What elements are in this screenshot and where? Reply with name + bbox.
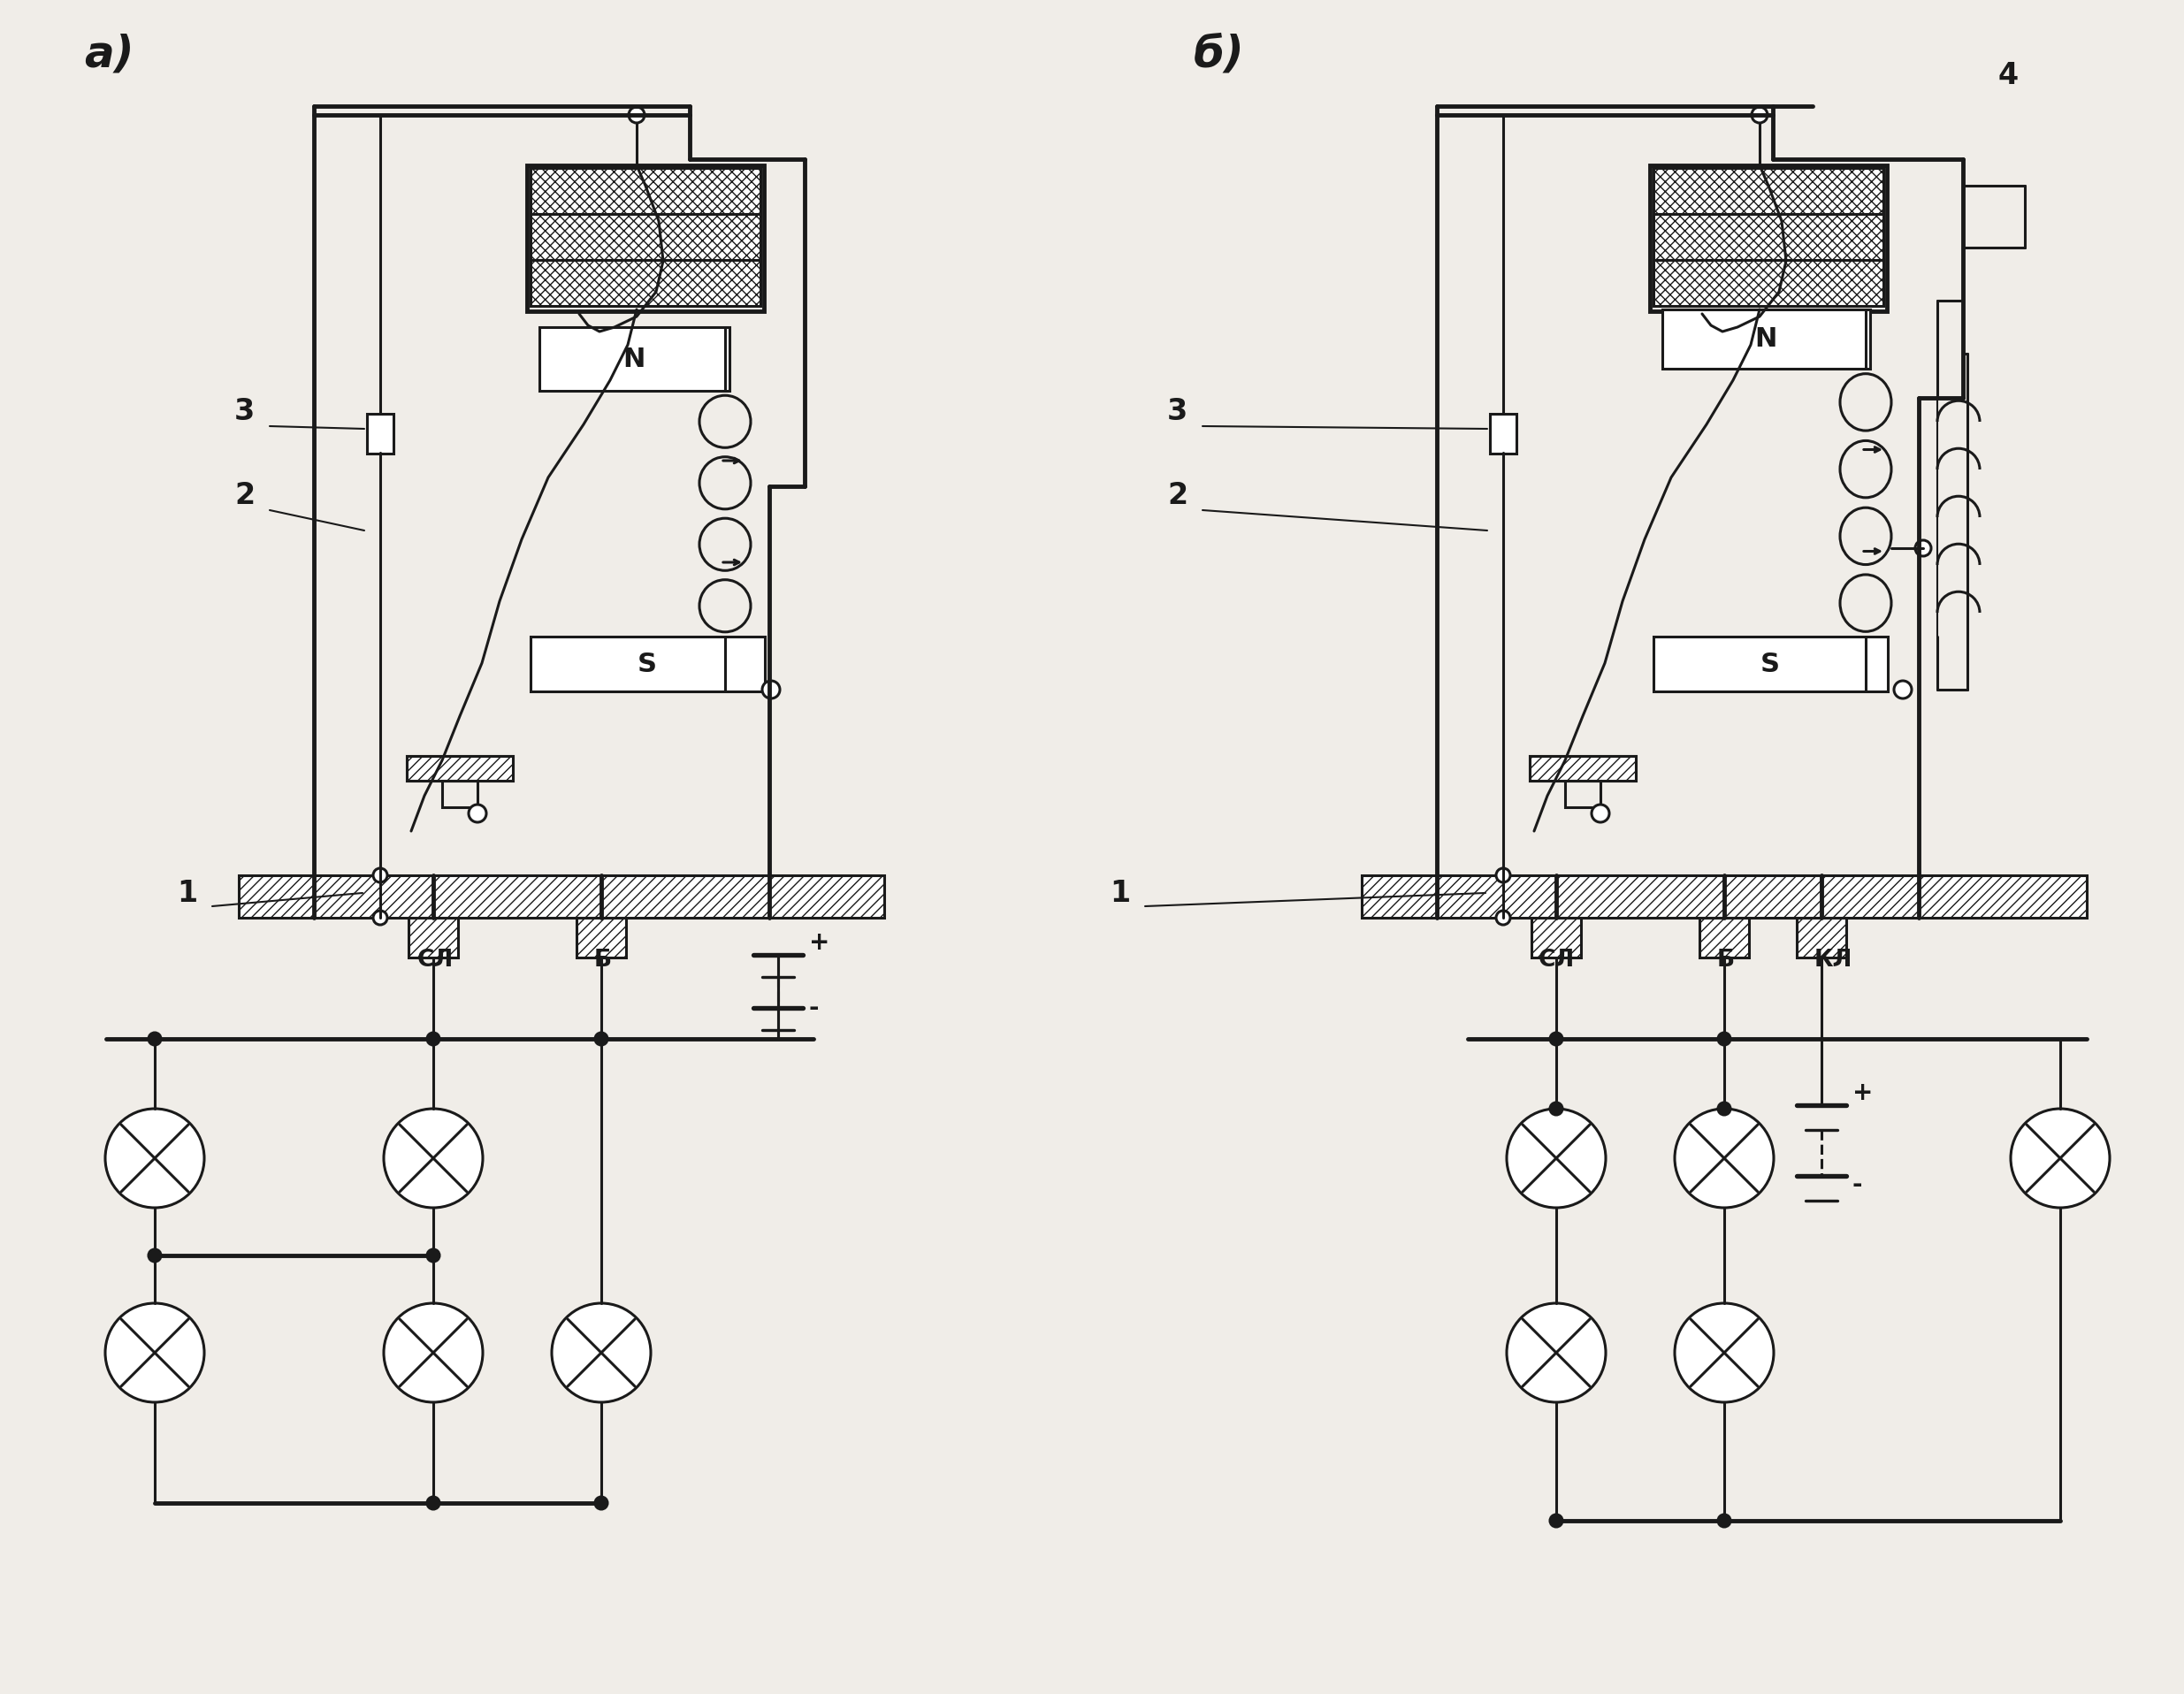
Circle shape (629, 107, 644, 124)
Bar (1662, 310, 1870, 369)
Circle shape (1719, 1103, 1730, 1115)
Circle shape (1507, 1303, 1605, 1403)
Circle shape (1915, 540, 1931, 556)
Bar (1566, 781, 1601, 808)
Circle shape (1719, 1514, 1730, 1526)
Text: +: + (808, 930, 830, 955)
Bar (539, 327, 729, 391)
Bar (406, 756, 513, 781)
Circle shape (1894, 681, 1911, 698)
Circle shape (470, 805, 487, 822)
Text: СЛ: СЛ (417, 949, 454, 972)
Text: б): б) (1195, 32, 1245, 75)
Bar (531, 637, 764, 691)
Bar (531, 213, 760, 259)
Text: N: N (1754, 325, 1778, 351)
Circle shape (1551, 1033, 1562, 1045)
Text: Б: Б (594, 949, 612, 972)
Circle shape (1496, 869, 1509, 883)
Text: S: S (1760, 650, 1780, 678)
Bar (1529, 756, 1636, 781)
Text: 2: 2 (1166, 481, 1188, 510)
Circle shape (1551, 1514, 1562, 1526)
Circle shape (594, 1497, 607, 1509)
Text: -: - (808, 996, 819, 1020)
Circle shape (428, 1497, 439, 1509)
Circle shape (1551, 1103, 1562, 1115)
Bar (1653, 637, 1887, 691)
Circle shape (1675, 1108, 1773, 1208)
Circle shape (428, 1033, 439, 1045)
Bar (1489, 413, 1516, 454)
Text: +: + (1852, 1081, 1874, 1104)
Bar (1797, 918, 1845, 957)
Bar (531, 168, 760, 213)
Bar (238, 876, 885, 918)
Bar (1699, 918, 1749, 957)
Circle shape (1752, 107, 1767, 124)
Circle shape (2011, 1108, 2110, 1208)
Text: КЛ: КЛ (1815, 949, 1852, 972)
Text: N: N (622, 346, 644, 371)
Text: Б: Б (1717, 949, 1734, 972)
Bar (1649, 166, 1887, 312)
Circle shape (1719, 1033, 1730, 1045)
Text: 1: 1 (177, 879, 197, 908)
Bar (1361, 876, 2086, 918)
Circle shape (149, 1033, 162, 1045)
Circle shape (1496, 911, 1509, 925)
Circle shape (762, 681, 780, 698)
Circle shape (1675, 1303, 1773, 1403)
Circle shape (1507, 1108, 1605, 1208)
Text: 1: 1 (1109, 879, 1129, 908)
Circle shape (105, 1303, 205, 1403)
Bar (1529, 756, 1636, 781)
Bar (526, 166, 764, 312)
Text: а): а) (83, 32, 133, 75)
Bar (531, 259, 760, 307)
Bar (367, 413, 393, 454)
Bar (441, 781, 478, 808)
Circle shape (149, 1248, 162, 1262)
Text: -: - (1852, 1172, 1863, 1198)
Circle shape (1592, 805, 1610, 822)
Text: 4: 4 (1998, 61, 2018, 90)
Circle shape (384, 1108, 483, 1208)
Text: СЛ: СЛ (1538, 949, 1575, 972)
Bar (1653, 259, 1883, 307)
Circle shape (594, 1033, 607, 1045)
Bar (406, 756, 513, 781)
Circle shape (428, 1248, 439, 1262)
Bar (1653, 213, 1883, 259)
Text: 3: 3 (1166, 396, 1188, 427)
Bar (577, 918, 627, 957)
Circle shape (384, 1303, 483, 1403)
Bar (1531, 918, 1581, 957)
Circle shape (373, 911, 387, 925)
Bar (1653, 168, 1883, 213)
Bar (408, 918, 459, 957)
Circle shape (553, 1303, 651, 1403)
Circle shape (373, 869, 387, 883)
Text: 3: 3 (234, 396, 256, 427)
Text: S: S (638, 650, 657, 678)
Circle shape (105, 1108, 205, 1208)
Text: 2: 2 (234, 481, 256, 510)
